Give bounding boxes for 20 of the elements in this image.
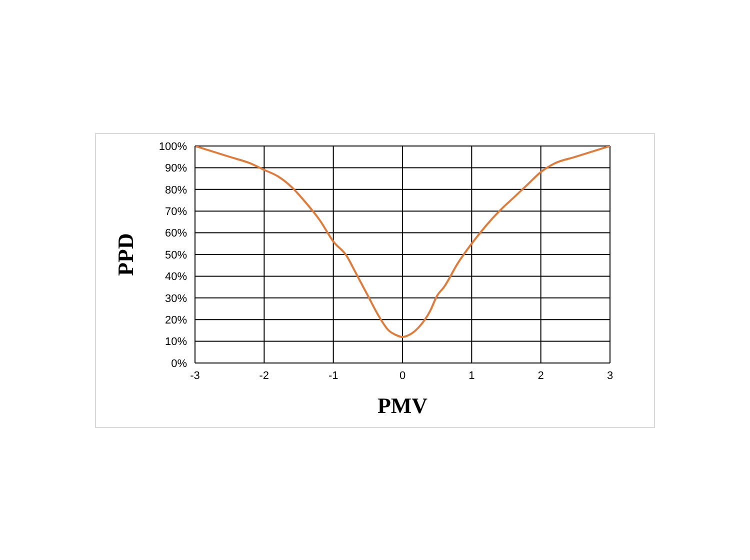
- y-tick-label: 70%: [164, 206, 188, 218]
- x-axis-title: PMV: [377, 392, 428, 418]
- x-tick-label: 3: [606, 369, 614, 382]
- y-tick-label: 30%: [164, 292, 188, 304]
- y-tick-label: 90%: [164, 162, 188, 174]
- y-axis-title: PPD: [112, 232, 138, 276]
- y-tick-label: 0%: [171, 357, 188, 370]
- y-tick-label: 100%: [158, 140, 188, 152]
- x-tick-label: -1: [328, 369, 338, 382]
- x-tick-label: -2: [259, 369, 270, 382]
- x-tick-label: -3: [190, 369, 200, 382]
- y-tick-label: 20%: [164, 314, 188, 326]
- y-tick-label: 50%: [164, 248, 188, 261]
- x-tick-label: 0: [399, 369, 406, 382]
- y-tick-label: 80%: [164, 184, 188, 196]
- x-tick-label: 1: [468, 369, 475, 382]
- y-tick-label: 40%: [164, 270, 188, 283]
- x-tick-label: 2: [538, 369, 544, 382]
- y-tick-label: 60%: [164, 227, 188, 240]
- y-tick-label: 10%: [164, 336, 188, 348]
